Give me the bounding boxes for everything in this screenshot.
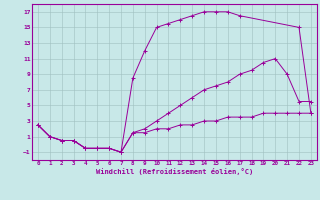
- X-axis label: Windchill (Refroidissement éolien,°C): Windchill (Refroidissement éolien,°C): [96, 168, 253, 175]
